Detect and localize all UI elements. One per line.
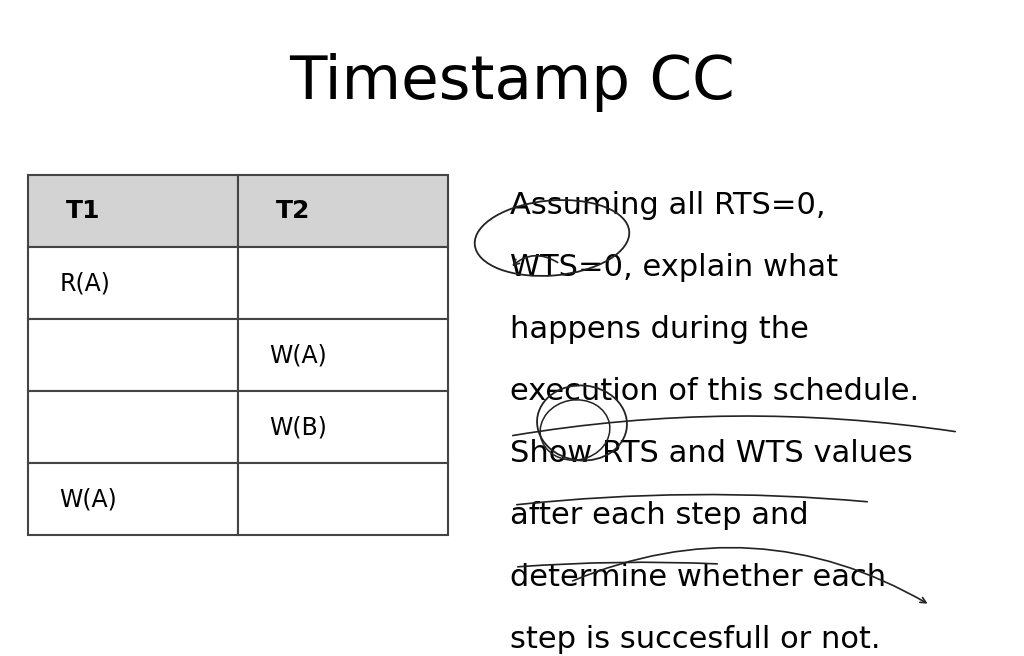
- Bar: [238, 175, 449, 247]
- Text: Assuming all RTS=0,: Assuming all RTS=0,: [510, 192, 825, 220]
- Text: execution of this schedule.: execution of this schedule.: [510, 377, 920, 407]
- Text: after each step and: after each step and: [510, 501, 809, 531]
- Bar: [28, 175, 238, 247]
- Text: R(A): R(A): [59, 271, 111, 295]
- Bar: [28, 463, 238, 535]
- Text: WTS=0, explain what: WTS=0, explain what: [510, 253, 838, 283]
- Text: Show RTS and WTS values: Show RTS and WTS values: [510, 440, 912, 468]
- Bar: [238, 247, 449, 319]
- Text: W(B): W(B): [269, 415, 328, 439]
- Text: W(A): W(A): [59, 487, 118, 511]
- Text: W(A): W(A): [269, 343, 328, 367]
- Text: T1: T1: [66, 199, 100, 223]
- Text: determine whether each: determine whether each: [510, 564, 886, 592]
- Bar: [28, 319, 238, 391]
- Text: T2: T2: [275, 199, 310, 223]
- Text: step is succesfull or not.: step is succesfull or not.: [510, 626, 881, 655]
- Bar: [28, 391, 238, 463]
- Bar: [238, 391, 449, 463]
- Bar: [238, 463, 449, 535]
- Bar: [28, 247, 238, 319]
- Text: Timestamp CC: Timestamp CC: [289, 52, 735, 112]
- Text: happens during the: happens during the: [510, 316, 809, 344]
- Bar: [238, 319, 449, 391]
